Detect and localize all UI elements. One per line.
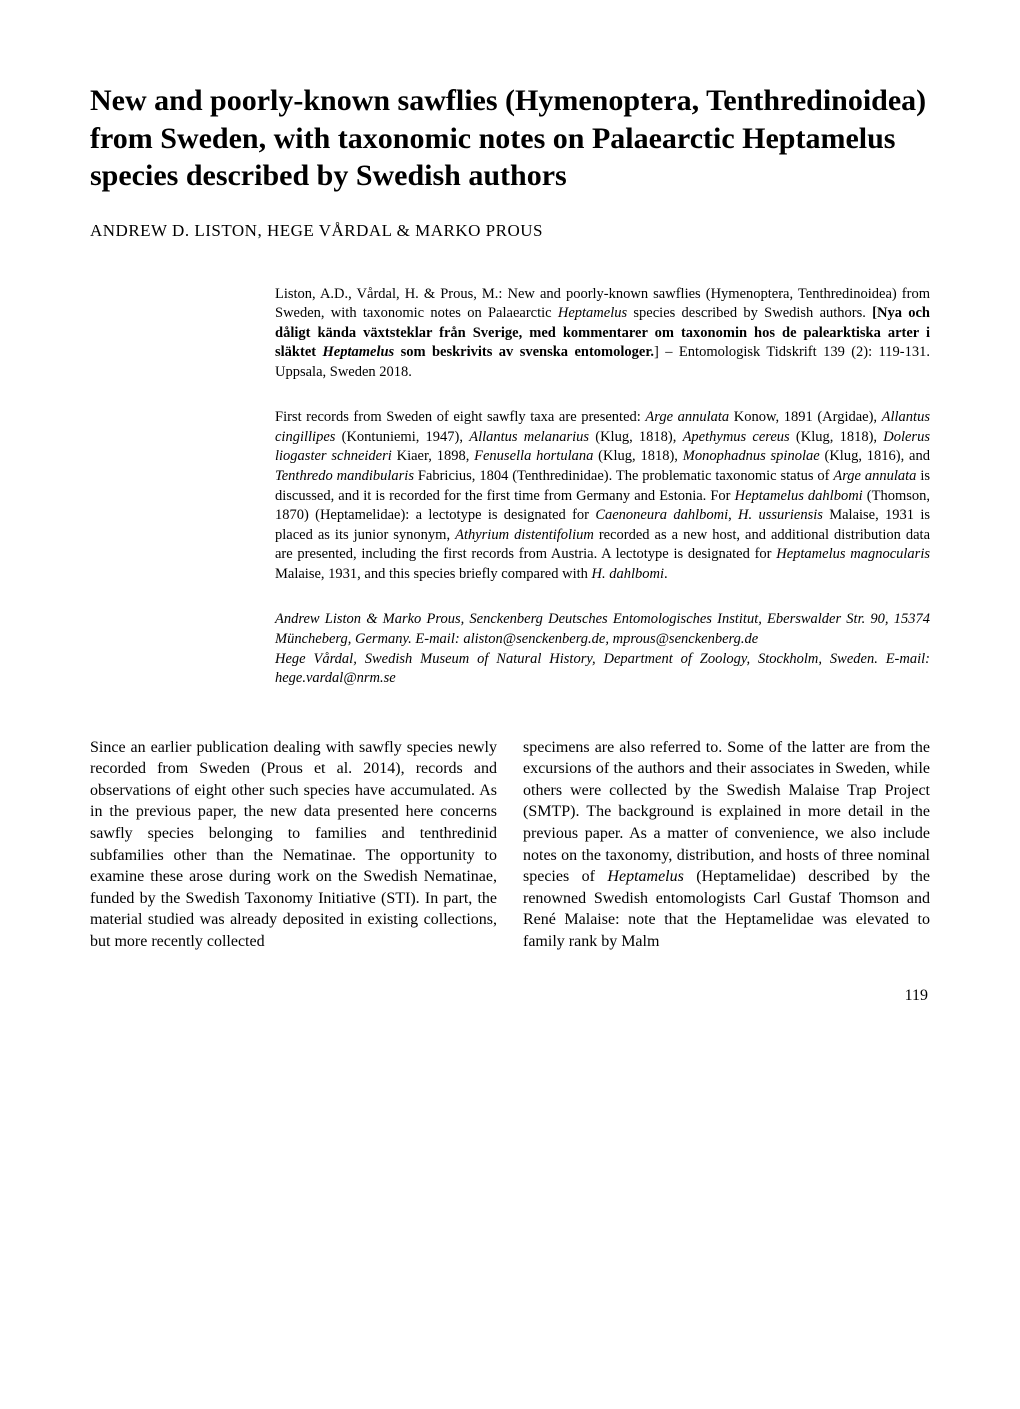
affiliation-2: Hege Vårdal, Swedish Museum of Natural H… [275,651,930,687]
abstract-citation: Liston, A.D., Vårdal, H. & Prous, M.: Ne… [275,285,930,383]
body-column-left: Since an earlier publication dealing wit… [90,737,497,953]
abstract-main: First records from Sweden of eight sawfl… [275,408,930,584]
abstract-block: Liston, A.D., Vårdal, H. & Prous, M.: Ne… [275,285,930,689]
body-columns: Since an earlier publication dealing wit… [90,737,930,953]
affiliations: Andrew Liston & Marko Prous, Senckenberg… [275,610,930,688]
body-column-right: specimens are also referred to. Some of … [523,737,930,953]
affiliation-1: Andrew Liston & Marko Prous, Senckenberg… [275,611,930,647]
article-title: New and poorly-known sawflies (Hymenopte… [90,82,930,195]
authors-line: ANDREW D. LISTON, HEGE VÅRDAL & MARKO PR… [90,221,930,241]
page-number: 119 [90,987,930,1005]
